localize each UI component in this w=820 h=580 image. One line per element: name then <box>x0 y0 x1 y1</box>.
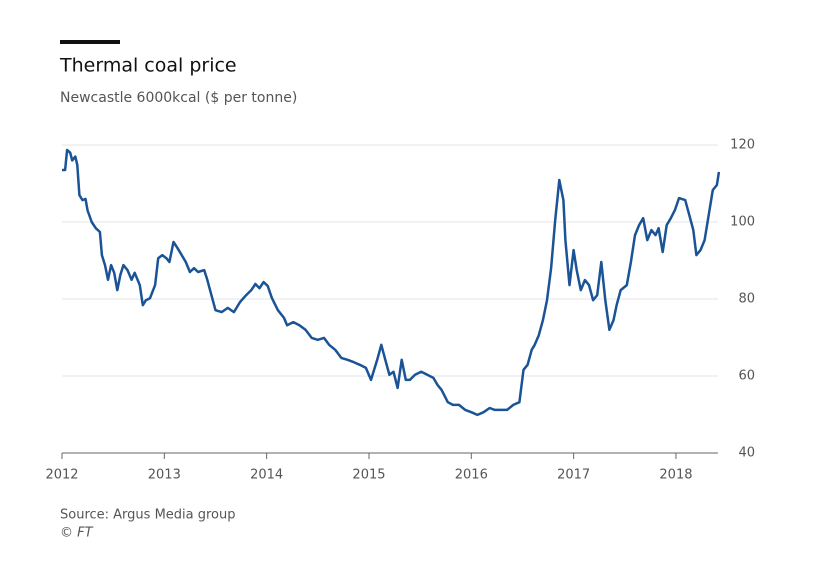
x-tick-label: 2017 <box>557 468 590 483</box>
y-tick-label: 100 <box>730 215 755 230</box>
x-tick-label: 2018 <box>659 468 692 483</box>
x-tick-label: 2015 <box>352 468 385 483</box>
header-bar <box>60 40 120 44</box>
price-line <box>62 148 721 417</box>
x-tick-label: 2012 <box>45 468 78 483</box>
y-tick-label: 60 <box>738 369 755 384</box>
x-tick-label: 2013 <box>148 468 181 483</box>
y-tick-label: 80 <box>738 292 755 307</box>
source: Source: Argus Media group <box>60 508 236 523</box>
x-tick-label: 2016 <box>455 468 488 483</box>
chart-title: Thermal coal price <box>59 55 237 77</box>
chart-subtitle: Newcastle 6000kcal ($ per tonne) <box>60 90 297 106</box>
y-tick-label: 40 <box>738 446 755 461</box>
credit: © FT <box>60 526 94 541</box>
x-tick-label: 2014 <box>250 468 283 483</box>
y-tick-label: 120 <box>730 138 755 153</box>
